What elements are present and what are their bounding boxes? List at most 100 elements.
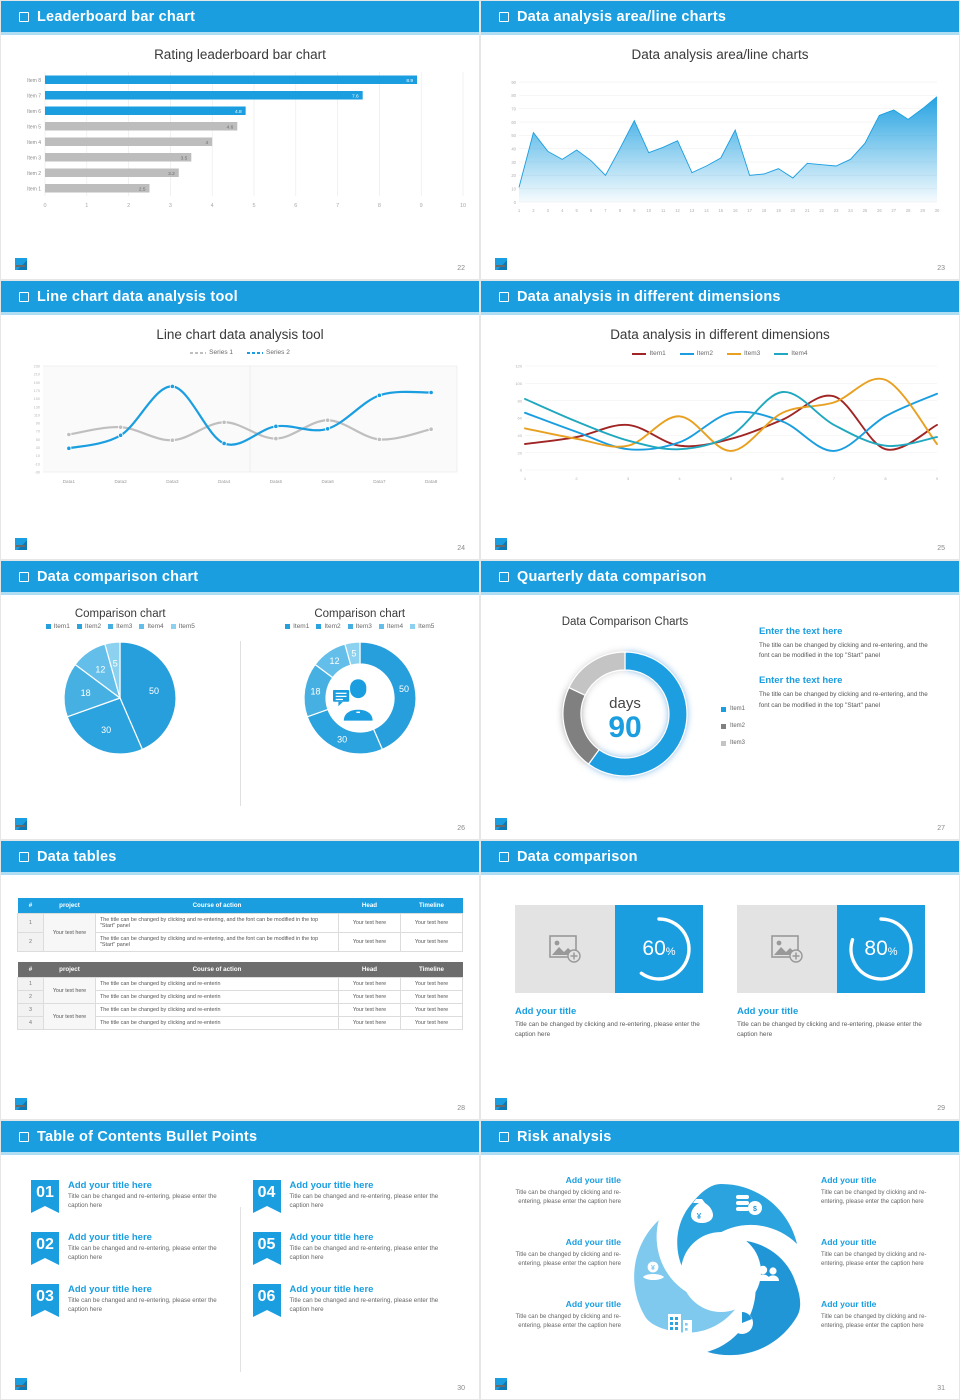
legend-swatch [727,352,741,355]
table-row[interactable]: 4 The title can be changed by clicking an… [17,1016,463,1030]
donut-unit-label: days [609,695,641,712]
people-icon [756,1265,779,1281]
legend-swatch [720,740,726,746]
legend-item-item4[interactable]: Item4 [378,623,403,630]
pie-slice[interactable] [359,641,417,751]
table-row[interactable]: 1 Your text here The title can be changed … [17,913,463,952]
donut-chart-panel: Comparison chart Item1 Item2 Item3 Item4 Ite… [241,608,480,839]
svg-text:7: 7 [833,476,836,481]
svg-text:80: 80 [518,398,523,403]
page-number: 25 [937,545,945,552]
table-row[interactable]: 1 Your text here The title can be changed … [17,977,463,1004]
legend-item-item3[interactable]: Item3 [727,350,760,357]
legend-swatch [316,624,322,629]
svg-text:7: 7 [604,208,607,213]
svg-text:4.6: 4.6 [227,124,234,130]
legend-label: Item3 [355,623,372,630]
legend-item-item2[interactable]: Item2 [679,350,713,357]
svg-text:25: 25 [863,208,868,213]
image-placeholder[interactable] [737,905,837,993]
legend-swatch [170,624,176,629]
legend-item-item1[interactable]: Item1 [45,623,70,630]
pie-slice[interactable] [562,686,600,765]
svg-text:Item 2: Item 2 [27,171,41,177]
donut-slices: 50 30 18 12 5 [303,641,417,755]
pie-slice[interactable] [119,641,177,751]
table-row[interactable]: 2 The title can be changed by clicking an… [17,932,463,952]
data-table-blue: # project Course of action Head Timeline 1 Yo… [17,898,463,952]
svg-text:Item 4: Item 4 [27,140,41,146]
svg-text:-10: -10 [35,462,41,466]
footer-logo-icon [15,1378,27,1390]
legend-item-item2[interactable]: Item2 [720,723,745,729]
svg-text:9: 9 [633,208,636,213]
chart-legend: Item1 Item2 Item3 Item4 [481,350,959,357]
toc-item[interactable]: 02 Add your title here Title can be change… [31,1231,228,1265]
legend-item-item3[interactable]: Item3 [347,623,372,630]
chart-category-labels: Item 8 Item 7 Item 6 Item 5 Item 4 Item 3 Item… [27,78,41,193]
legend-item-item3[interactable]: Item3 [108,623,132,630]
pie-slice[interactable] [568,651,626,697]
slide-line-chart-tool: Line chart data analysis tool Line chart… [0,280,480,560]
legend-item-item3[interactable]: Item3 [720,740,745,746]
slide-leaderboard-bar-chart: Leaderboard bar chart Rating leaderboard… [0,0,480,280]
toc-item[interactable]: 03 Add your title here Title can be change… [31,1283,228,1317]
legend-item-item1[interactable]: Item1 [285,623,309,630]
svg-text:26: 26 [877,208,882,213]
pie-slice[interactable] [104,641,121,699]
pie-slice[interactable] [63,663,122,718]
page-number: 31 [937,1385,945,1392]
legend-swatch [190,351,207,354]
toc-item-description: Title can be changed and re-entering, pl… [68,1296,217,1313]
svg-text:8: 8 [884,476,887,481]
legend-item-item4[interactable]: Item4 [139,623,164,630]
toc-item-number: 06 [252,1283,281,1317]
toc-item[interactable]: 01 Add your title here Title can be change… [31,1180,228,1213]
chart-gridlines [44,72,464,196]
legend-item-item5[interactable]: Item5 [410,623,434,630]
svg-text:16: 16 [733,208,738,213]
table-row[interactable]: 2 The title can be changed by clicking an… [17,990,463,1004]
legend-item-item1[interactable]: Item1 [632,350,666,357]
checkbox-square-icon [19,11,29,22]
slide-body: 60 % Add your title Title can be changed… [481,872,959,1119]
svg-text:29: 29 [920,208,925,213]
legend-swatch [632,352,647,355]
image-placeholder[interactable] [515,905,615,993]
page-number: 22 [457,265,465,272]
toc-item-description: Title can be changed and re-entering, pl… [289,1193,439,1209]
percent-value: 60 [642,937,666,960]
legend-item-item2[interactable]: Item2 [316,623,341,630]
multi-line-chart-svg: 0 20 40 60 80 100 120 1 2 3 4 5 6 7 8 9 [515,364,939,481]
pie-slice-value: 12 [329,656,339,666]
svg-text:$: $ [753,1206,757,1213]
legend-item-item2[interactable]: Item2 [76,623,101,630]
legend-label: Item1 [729,706,745,712]
legend-item-series-1[interactable]: Series 1 [190,349,233,356]
pie-slice[interactable] [587,651,688,777]
cell-project: Your text here [43,977,96,1004]
chart-title: Data analysis area/line charts [631,47,809,62]
toc-item[interactable]: 05 Add your title here Title can be change… [252,1231,450,1265]
slide-header-title: Line chart data analysis tool [37,288,238,305]
svg-text:90: 90 [36,422,40,426]
checkbox-square-icon [19,1131,29,1142]
legend-item-item4[interactable]: Item4 [774,350,808,357]
risk-item: Add your title Title can be changed by c… [821,1236,939,1269]
toc-item[interactable]: 06 Add your title here Title can be change… [252,1283,450,1317]
donut-chart-svg: 50 30 18 12 5 [303,641,417,755]
risk-item-title: Add your title [565,1299,621,1309]
legend-item-series-2[interactable]: Series 2 [247,349,290,356]
legend-swatch [378,624,384,629]
legend-label: Series 1 [209,349,233,356]
legend-item-item1[interactable]: Item1 [720,706,745,712]
table-column-header: Course of action [95,962,339,978]
legend-item-item5[interactable]: Item5 [170,623,195,630]
pie-slice[interactable] [66,697,144,755]
footer-logo-icon [15,538,27,550]
toc-item[interactable]: 04 Add your title here Title can be change… [252,1180,450,1213]
table-row[interactable]: 3 Your text here The title can be changed … [17,1003,463,1030]
slide-quarterly-data-comparison: Quarterly data comparison Data Compariso… [480,560,960,840]
pie-slice[interactable] [343,641,361,667]
svg-text:0: 0 [514,200,517,205]
